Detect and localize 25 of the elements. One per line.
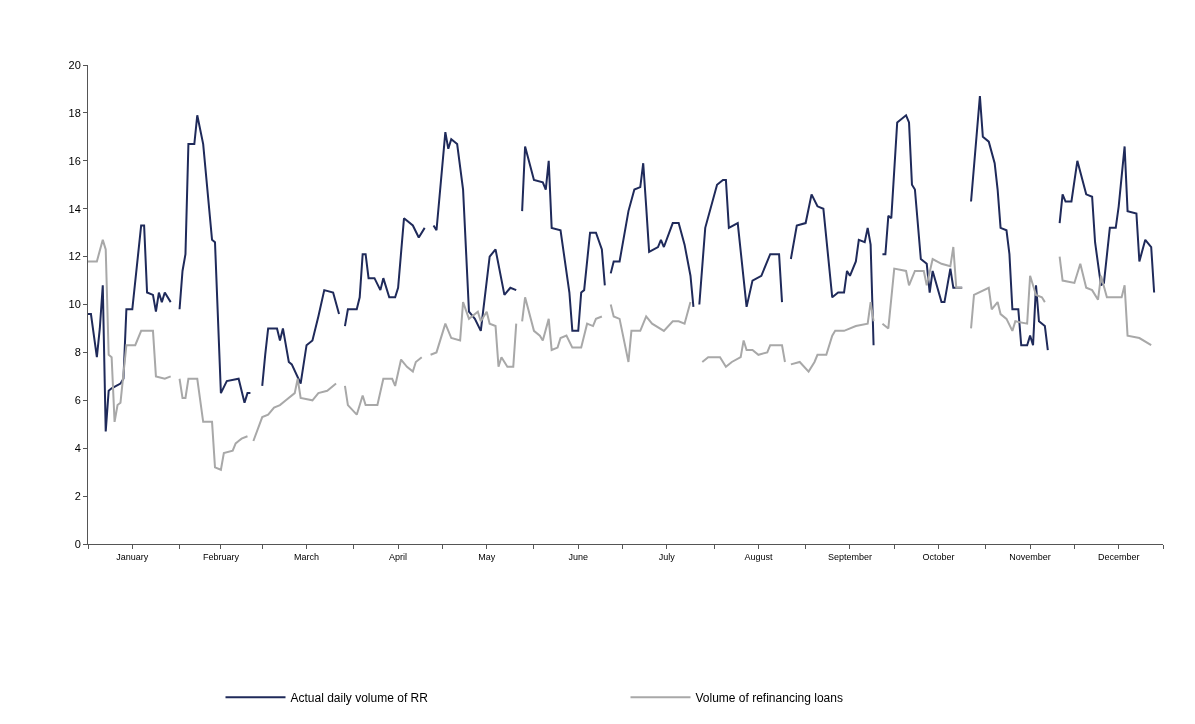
y-tick-label: 2 [74, 489, 81, 502]
y-tick-label: 4 [74, 442, 81, 455]
x-tick-label: February [202, 551, 240, 562]
x-tick-label: August [744, 551, 773, 562]
y-tick-label: 16 [68, 154, 81, 167]
x-tick-label: April [389, 551, 408, 562]
x-tick-label: November [1009, 551, 1051, 562]
x-tick-label: October [922, 551, 955, 562]
y-tick-label: 8 [74, 346, 81, 359]
y-tick-label: 18 [68, 106, 81, 119]
y-tick-label: 20 [68, 58, 81, 71]
x-tick-label: September [827, 551, 872, 562]
y-tick-label: 0 [74, 537, 81, 550]
y-tick-label: 6 [74, 394, 81, 407]
x-tick-label: December [1097, 551, 1140, 562]
x-tick-label: January [116, 551, 149, 562]
legend-label: Volume of refinancing loans [695, 690, 843, 705]
x-tick-label: May [478, 551, 496, 562]
y-tick-label: 10 [68, 298, 81, 311]
legend-label: Actual daily volume of RR [290, 690, 429, 705]
x-tick-label: July [658, 551, 676, 562]
y-tick-label: 12 [68, 250, 81, 263]
y-tick-label: 14 [68, 202, 81, 215]
x-tick-label: March [294, 551, 320, 562]
x-tick-label: June [568, 551, 589, 562]
